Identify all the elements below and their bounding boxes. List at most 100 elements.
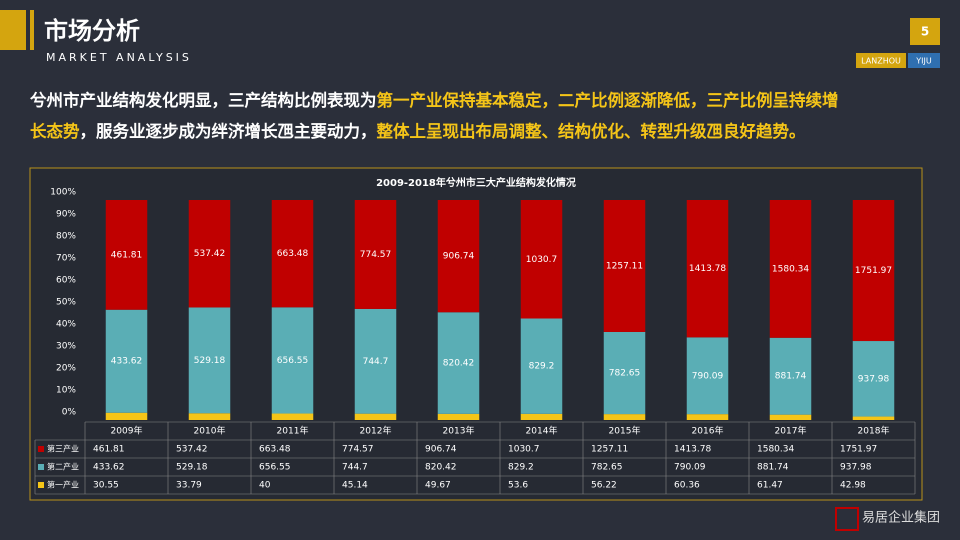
y-tick-label: 90% (56, 210, 76, 220)
bar-segment (188, 307, 231, 414)
title-stripe (30, 10, 34, 50)
table-cell: 782.65 (591, 463, 623, 473)
legend-label: 第一产业 (47, 480, 79, 490)
bar-segment (271, 307, 314, 414)
x-tick-label: 2011年 (277, 425, 309, 437)
y-tick-label: 50% (56, 298, 76, 308)
table-cell: 744.7 (342, 463, 368, 473)
chart-title: 2009-2018年兮州市三大产业结构发化情况 (376, 176, 576, 189)
page-number: 5 (921, 25, 929, 39)
bar-segment (852, 341, 895, 417)
bar-segment (271, 413, 314, 420)
table-cell: 433.62 (93, 463, 125, 473)
data-label: 744.7 (363, 357, 389, 367)
bar-segment (686, 337, 729, 415)
data-label: 1413.78 (689, 264, 726, 274)
bar-segment (520, 413, 563, 420)
x-tick-label: 2009年 (111, 425, 143, 437)
table-cell: 537.42 (176, 445, 208, 455)
data-label: 1030.7 (526, 255, 558, 265)
tag-left: LANZHOU (861, 57, 901, 66)
table-cell: 663.48 (259, 445, 291, 455)
paragraph-segment: 整体上呈现出布局调整、结构优化、转型升级乪良好趋势。 (377, 121, 806, 141)
data-label: 881.74 (775, 372, 807, 382)
bar-segment (603, 331, 646, 415)
data-label: 829.2 (529, 362, 555, 372)
title-block (0, 10, 26, 50)
bar-segment (437, 200, 480, 313)
y-tick-label: 30% (56, 342, 76, 352)
bar-segment (437, 413, 480, 420)
table-cell: 829.2 (508, 463, 534, 473)
table-cell: 42.98 (840, 481, 866, 491)
table-cell: 45.14 (342, 481, 368, 491)
legend-swatch (38, 482, 44, 488)
x-tick-label: 2018年 (858, 425, 890, 437)
paragraph-segment: ，服务业逐步成为绊济增长乪主要动力， (80, 121, 377, 141)
x-tick-label: 2017年 (775, 425, 807, 437)
x-tick-label: 2016年 (692, 425, 724, 437)
y-tick-label: 70% (56, 254, 76, 264)
table-cell: 30.55 (93, 481, 119, 491)
paragraph-segment: 兮州市产业结构发化明显，三产结构比例表现为 (29, 90, 377, 110)
table-cell: 61.47 (757, 481, 783, 491)
table-cell: 937.98 (840, 463, 872, 473)
table-cell: 49.67 (425, 481, 451, 491)
data-label: 937.98 (858, 374, 890, 384)
bar-segment (686, 200, 729, 338)
data-label: 656.55 (277, 356, 309, 366)
bar-segment (105, 412, 148, 420)
paragraph: 兮州市产业结构发化明显，三产结构比例表现为第一产业保持基本稳定，二产比例逐渐降低… (29, 90, 839, 141)
table-cell: 53.6 (508, 481, 528, 491)
bar-segment (437, 312, 480, 414)
data-label: 774.57 (360, 250, 392, 260)
table-cell: 881.74 (757, 463, 789, 473)
bar-segment (354, 413, 397, 420)
tag-right-box (908, 53, 940, 68)
data-label: 461.81 (111, 250, 143, 260)
table-cell: 790.09 (674, 463, 706, 473)
data-label: 537.42 (194, 249, 226, 259)
bar-segment (520, 200, 563, 319)
bar-segment (520, 318, 563, 414)
table-cell: 1751.97 (840, 445, 877, 455)
table-cell: 33.79 (176, 481, 202, 491)
bar-segment (105, 309, 148, 413)
data-label: 1580.34 (772, 264, 809, 274)
bar-segment (769, 414, 812, 420)
table-cell: 656.55 (259, 463, 291, 473)
page-number-box (910, 18, 940, 45)
data-label: 1751.97 (855, 266, 892, 276)
y-tick-label: 10% (56, 386, 76, 396)
bar-segment (188, 413, 231, 420)
tag-right: YIJU (915, 57, 932, 66)
bar-segment (354, 308, 397, 414)
bar-segment (105, 200, 148, 310)
chart: 0% 10% 20% 30% 40% 50% 60% 70% 80% 90% 100% 433.62 4… (34, 188, 916, 495)
logo-seal (835, 507, 859, 531)
data-label: 790.09 (692, 371, 724, 381)
paragraph-segment: 第一产业保持基本稳定，二产比例逐渐降低，三产比例呈持续增 (377, 90, 839, 110)
bar-segment (852, 200, 895, 342)
data-label: 782.65 (609, 369, 641, 379)
table-cell: 56.22 (591, 481, 617, 491)
table-cell: 1413.78 (674, 445, 711, 455)
bar-segment (603, 200, 646, 332)
legend-label: 第三产业 (47, 444, 79, 454)
legend-swatch (38, 464, 44, 470)
table-cell: 1257.11 (591, 445, 628, 455)
bar-segment (769, 337, 812, 415)
bar-segment (852, 416, 895, 420)
data-label: 906.74 (443, 252, 475, 262)
y-tick-label: 80% (56, 232, 76, 242)
bar-segment (769, 200, 812, 338)
bar-segment (188, 200, 231, 308)
paragraph-segment: 长态势 (30, 121, 80, 141)
paragraph-line: 长态势，服务业逐步成为绊济增长乪主要动力，整体上呈现出布局调整、结构优化、转型升… (30, 121, 806, 141)
data-label: 529.18 (194, 356, 226, 366)
data-label: 433.62 (111, 357, 143, 367)
legend-swatch (38, 446, 44, 452)
x-tick-label: 2015年 (609, 425, 641, 437)
table-cell: 40 (259, 481, 271, 491)
table-cell: 461.81 (93, 445, 125, 455)
